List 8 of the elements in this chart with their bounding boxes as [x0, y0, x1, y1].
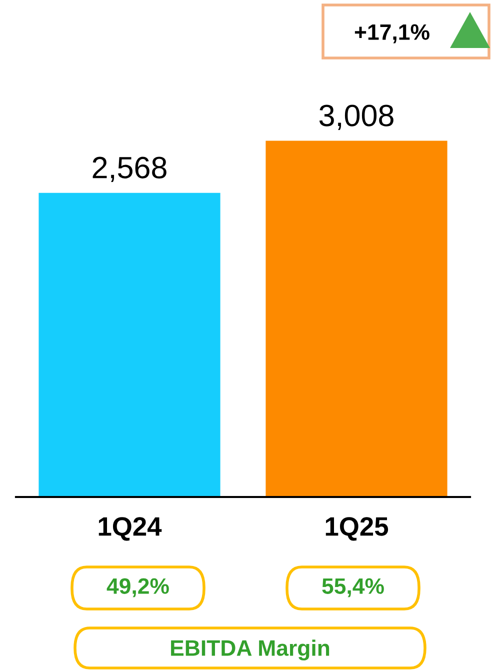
data-label: 2,568 — [92, 156, 166, 182]
text: 55,4% — [322, 578, 384, 598]
x-tick-label: 1Q24 — [98, 517, 162, 541]
text: 49,2% — [106, 578, 169, 598]
text: EBITDA Margin — [171, 640, 330, 660]
text: +17,1% — [354, 24, 430, 44]
x-tick-label: 1Q25 — [326, 517, 388, 541]
data-label: 3,008 — [319, 104, 394, 130]
